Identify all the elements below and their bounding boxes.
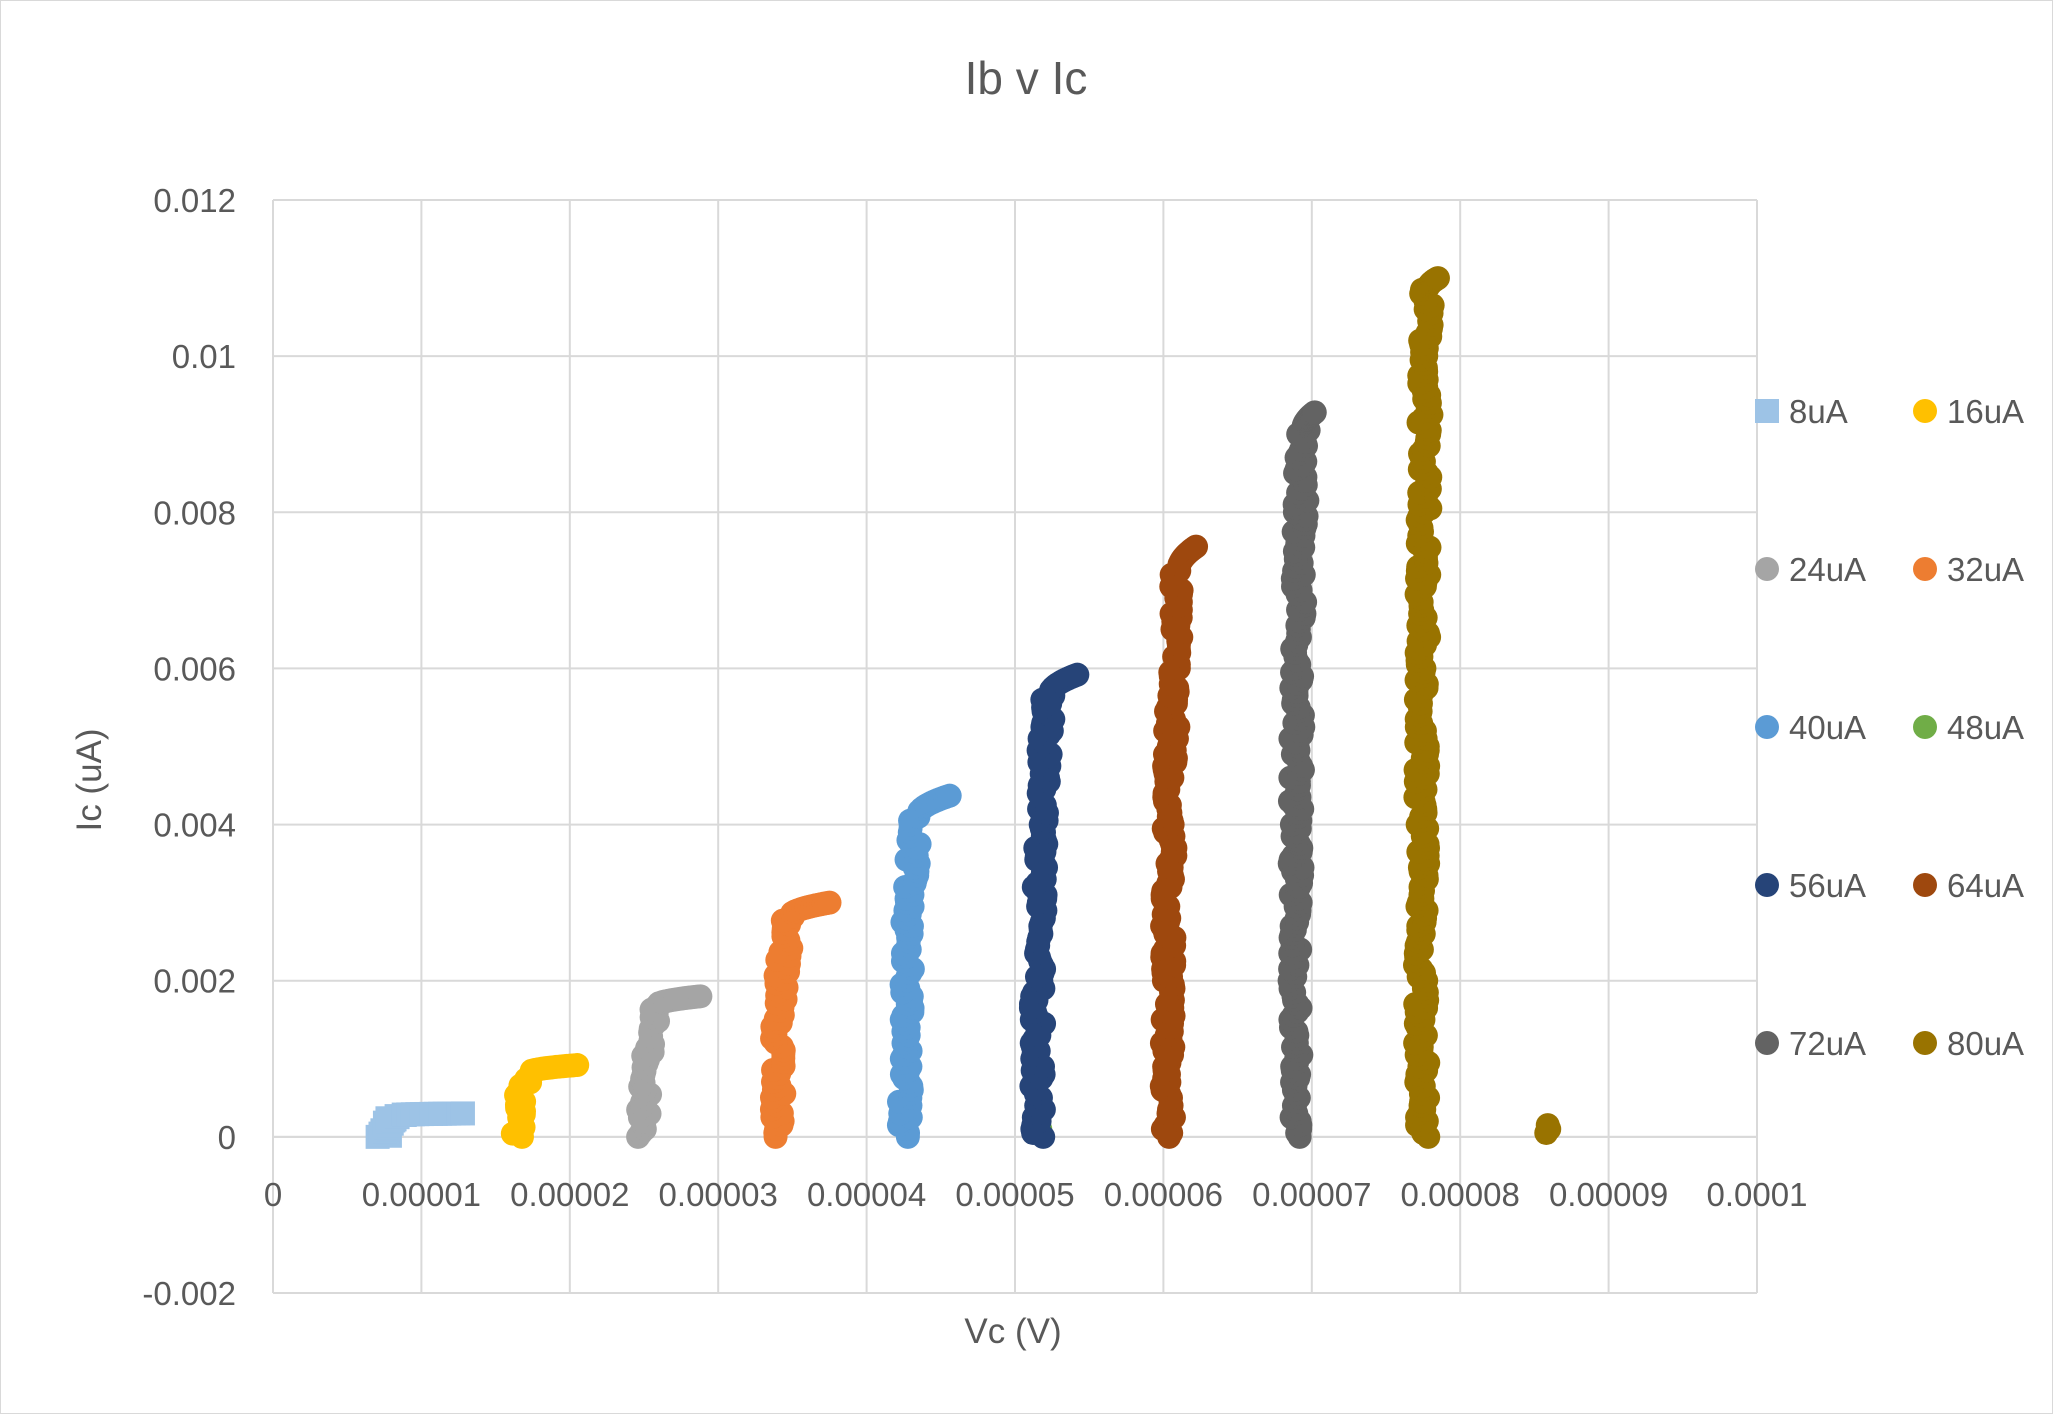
x-tick-label: 0.00006 [1104,1176,1223,1213]
legend-marker [1755,1031,1779,1055]
plot-series [365,266,1562,1149]
legend-label: 24uA [1789,551,1866,588]
series-24uA [626,984,713,1149]
data-point [1425,266,1450,291]
legend-label: 48uA [1947,709,2024,746]
legend-item-64uA: 64uA [1913,867,2024,904]
data-point [565,1053,590,1078]
data-point [937,783,962,808]
legend-item-72uA: 72uA [1755,1025,1866,1062]
x-axis-title: Vc (V) [964,1312,1061,1351]
legend-label: 64uA [1947,867,2024,904]
x-tick-label: 0.0001 [1707,1176,1808,1213]
series-80uA [1403,266,1562,1149]
legend-item-8uA: 8uA [1755,393,1848,430]
legend-marker [1913,399,1937,423]
data-point [688,984,713,1009]
series-64uA [1149,534,1209,1149]
series-56uA [1018,662,1090,1149]
y-tick-label: 0 [218,1119,236,1156]
grid [272,199,1758,1294]
legend-label: 16uA [1947,393,2024,430]
legend-item-40uA: 40uA [1755,709,1866,746]
legend-marker [1913,873,1937,897]
y-tick-label: 0.004 [153,807,236,844]
legend-item-16uA: 16uA [1913,393,2024,430]
series-8uA [365,1101,475,1149]
legend-marker [1755,715,1779,739]
axes: -0.002 0 0.002 0.004 0.006 0.008 0.01 0.012 0 0.0… [142,182,1807,1312]
legend-label: 40uA [1789,709,1866,746]
x-tick-label: 0 [264,1176,282,1213]
y-axis-title: Ic (uA) [70,728,109,831]
series-32uA [759,890,842,1149]
y-tick-label: 0.01 [172,338,236,375]
legend-label: 32uA [1947,551,2024,588]
legend-label: 56uA [1789,867,1866,904]
legend-marker [1913,1031,1937,1055]
chart-title: Ib v Ic [965,52,1088,104]
series-72uA [1277,400,1327,1149]
legend-marker [1913,715,1937,739]
y-tick-label: -0.002 [142,1275,236,1312]
x-tick-label: 0.00009 [1549,1176,1668,1213]
legend-marker [1755,873,1779,897]
legend-marker [1913,557,1937,581]
x-tick-label: 0.00002 [510,1176,629,1213]
legend: 8uA 16uA 24uA 32uA 40uA 48uA 56uA 64uA 72uA 80uA [1755,393,2024,1062]
legend-marker [1755,399,1779,423]
data-point [1537,1117,1562,1142]
y-tick-label: 0.002 [153,963,236,1000]
x-tick-label: 0.00004 [807,1176,926,1213]
x-tick-label: 0.00001 [362,1176,481,1213]
y-tick-label: 0.012 [153,182,236,219]
legend-item-32uA: 32uA [1913,551,2024,588]
data-point [1184,534,1209,559]
data-point [450,1101,475,1126]
x-tick-label: 0.00005 [955,1176,1074,1213]
legend-item-80uA: 80uA [1913,1025,2024,1062]
x-tick-label: 0.00003 [659,1176,778,1213]
legend-label: 80uA [1947,1025,2024,1062]
y-tick-label: 0.008 [153,494,236,531]
legend-label: 72uA [1789,1025,1866,1062]
y-tick-label: 0.006 [153,650,236,687]
data-point [817,890,842,915]
legend-marker [1755,557,1779,581]
data-point [1302,400,1327,425]
series-16uA [500,1053,590,1149]
x-tick-label: 0.00008 [1401,1176,1520,1213]
legend-item-48uA: 48uA [1913,709,2024,746]
x-tick-label: 0.00007 [1252,1176,1371,1213]
legend-label: 8uA [1789,393,1848,430]
series-40uA [886,783,962,1149]
legend-item-24uA: 24uA [1755,551,1866,588]
legend-item-56uA: 56uA [1755,867,1866,904]
data-point [1065,662,1090,687]
